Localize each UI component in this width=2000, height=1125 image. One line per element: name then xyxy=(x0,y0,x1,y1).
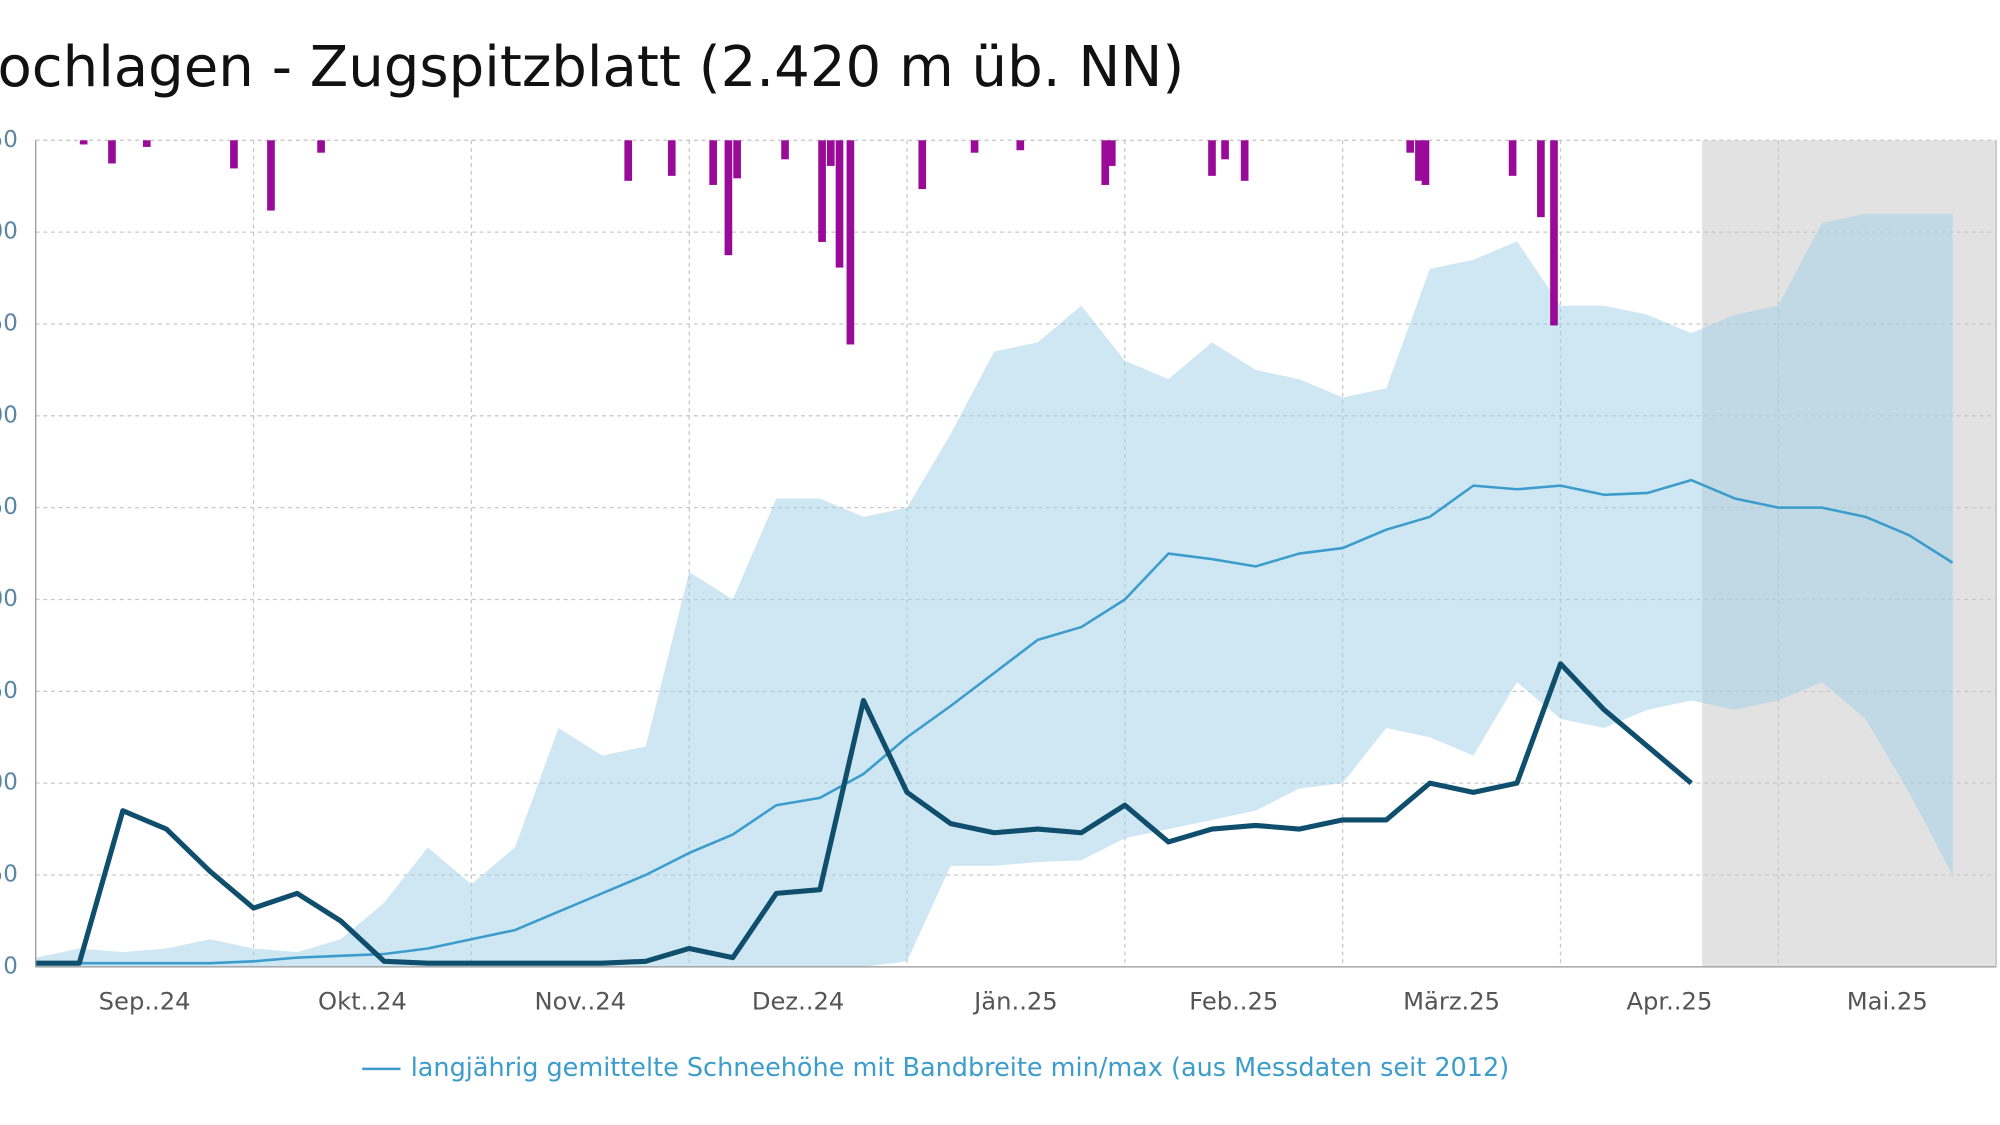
precipitation-bar xyxy=(317,140,325,153)
precipitation-bar xyxy=(1208,140,1216,176)
legend-label: langjährig gemittelte Schneehöhe mit Ban… xyxy=(411,1053,1509,1083)
y-tick-label: 150 xyxy=(0,678,18,704)
precipitation-bar xyxy=(781,140,789,160)
x-tick-label: Jän..25 xyxy=(972,988,1058,1016)
x-tick-label: Nov..24 xyxy=(534,988,626,1016)
y-tick-label: 200 xyxy=(0,586,18,612)
precipitation-bar xyxy=(970,140,979,153)
precipitation-bar xyxy=(733,140,741,179)
precipitation-bar xyxy=(724,140,733,256)
precipitation-bar xyxy=(818,140,826,242)
y-tick-label: 100 xyxy=(0,770,18,796)
precipitation-bar xyxy=(918,140,927,190)
x-tick-label: Apr..25 xyxy=(1626,988,1712,1016)
x-tick-label: Sep..24 xyxy=(99,988,191,1016)
precipitation-bar xyxy=(1421,140,1430,185)
min-max-band xyxy=(35,213,1953,967)
x-tick-label: Okt..24 xyxy=(318,988,407,1016)
y-tick-label: 300 xyxy=(0,402,18,428)
mean-line xyxy=(35,478,1954,965)
precipitation-bar xyxy=(1101,140,1110,185)
precipitation-bar xyxy=(79,140,88,145)
x-tick-label: Mai.25 xyxy=(1847,988,1928,1016)
precipitation-bar xyxy=(1415,140,1423,181)
precipitation-bar xyxy=(1016,140,1025,151)
y-tick-label: 250 xyxy=(0,494,18,520)
x-tick-label: Dez..24 xyxy=(752,988,844,1016)
precipitation-bar xyxy=(230,140,238,169)
precipitation-bar xyxy=(1221,140,1229,160)
precipitation-bar xyxy=(826,140,835,166)
precipitation-bar xyxy=(1537,140,1545,218)
precipitation-bar xyxy=(1107,140,1116,166)
precipitation-bar xyxy=(624,140,633,181)
x-tick-label: Feb..25 xyxy=(1189,988,1278,1016)
precipitation-bar xyxy=(108,140,116,164)
current-line xyxy=(35,661,1693,966)
precipitation-bar xyxy=(267,140,275,211)
precipitation-bar xyxy=(846,140,855,345)
precipitation-bar xyxy=(1550,140,1558,326)
precipitation-bar xyxy=(142,140,151,147)
precipitation-bar xyxy=(1406,140,1415,153)
y-tick-label: 400 xyxy=(0,219,18,245)
precipitation-bar xyxy=(667,140,676,176)
y-tick-label: 350 xyxy=(0,310,18,336)
chart-title: ochlagen - Zugspitzblatt (2.420 m üb. NN… xyxy=(0,35,1184,100)
precipitation-bar xyxy=(709,140,717,185)
y-tick-label: 50 xyxy=(0,861,18,887)
x-tick-label: März.25 xyxy=(1403,988,1500,1016)
y-tick-label: 0 xyxy=(3,953,18,979)
y-tick-label: 450 xyxy=(0,127,18,153)
precipitation-bar xyxy=(1508,140,1517,176)
precipitation-bar xyxy=(835,140,844,268)
precipitation-bar xyxy=(1240,140,1249,181)
